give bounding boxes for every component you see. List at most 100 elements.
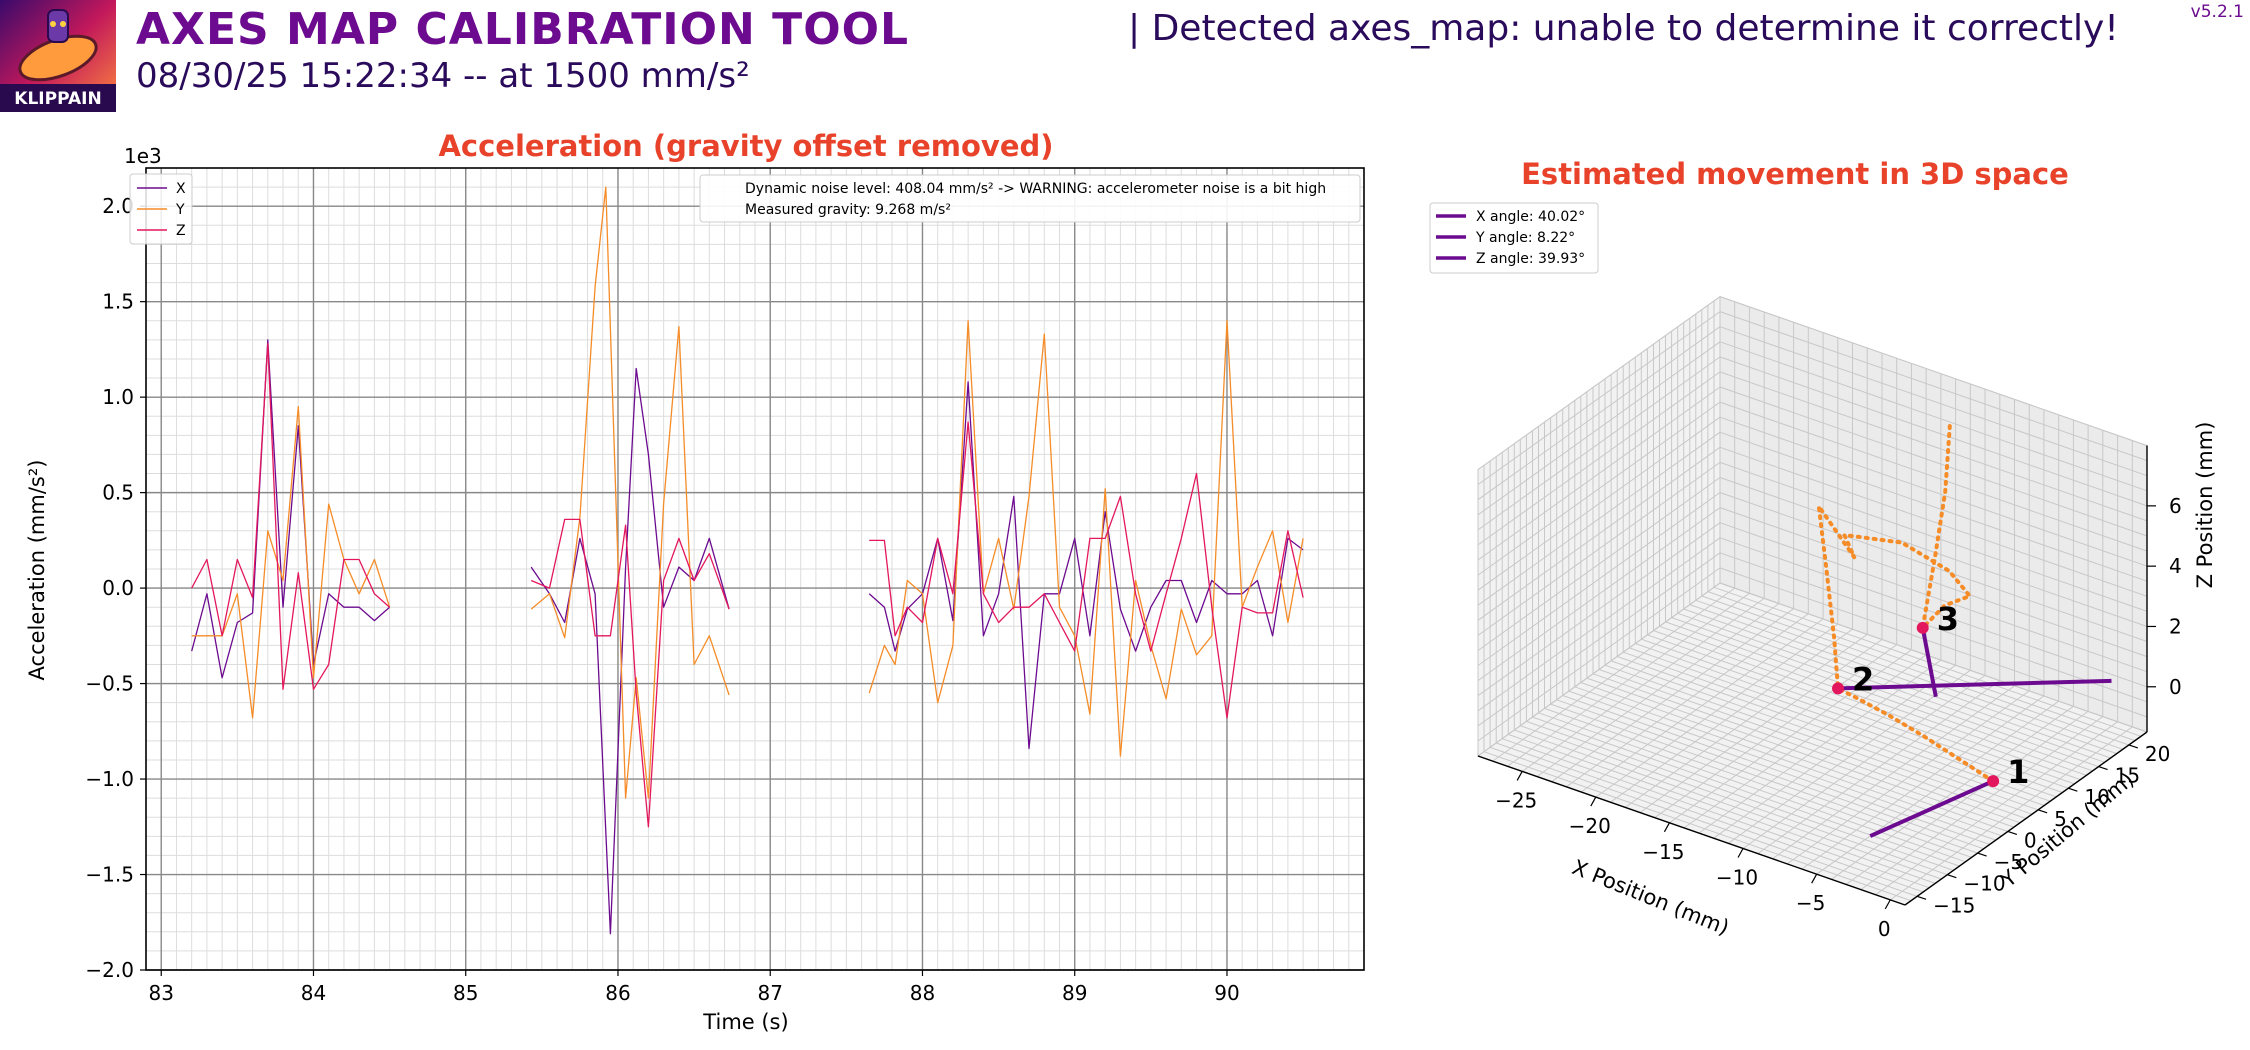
acc-y-tick-label: 2.0 — [102, 194, 134, 218]
3d-z-tick-label: 6 — [2169, 494, 2182, 518]
3d-point-1 — [1987, 775, 2000, 788]
3d-y-tick-label: 5 — [2054, 807, 2067, 831]
3d-floor-ygrid — [1653, 630, 2081, 781]
3d-floor-ygrid — [1635, 643, 2063, 793]
3d-y-tick-label: −15 — [1933, 893, 1975, 917]
acc-series-x-line — [191, 339, 391, 679]
acc-series-lines — [191, 186, 1304, 935]
3d-x-tick-mark — [1811, 873, 1818, 884]
3d-back-zgrid — [1719, 326, 2148, 477]
3d-point-3 — [1916, 621, 1929, 634]
klippain-logo: KLIPPAIN — [0, 0, 116, 112]
acc-y-label: Acceleration (mm/s²) — [25, 460, 49, 681]
legend-y-label: Y — [175, 202, 185, 218]
3d-left-zgrid — [1477, 371, 1721, 546]
3d-back-zgrid — [1719, 341, 2148, 492]
3d-floor-ygrid — [1538, 712, 1966, 863]
3d-left-zgrid — [1477, 296, 1721, 471]
acceleration-chart: Acceleration (gravity offset removed) 1e… — [25, 129, 1365, 1034]
3d-point-2 — [1832, 682, 1845, 695]
3d-floor-ygrid — [1683, 608, 2111, 759]
3d-floor-ygrid — [1568, 690, 1996, 841]
3d-left-zgrid — [1477, 386, 1721, 561]
3d-x-tick-label: 0 — [1878, 917, 1891, 941]
acc-x-tick-label: 89 — [1062, 981, 1087, 1005]
3d-y-tick-label: −5 — [1994, 850, 2023, 874]
3d-x-tick-label: −5 — [1796, 891, 1825, 915]
3d-y-tick-mark — [2128, 744, 2139, 749]
3d-floor-ygrid — [1520, 725, 1948, 876]
acc-x-tick-label: 84 — [301, 981, 326, 1005]
movement-legend: X angle: 40.02° Y angle: 8.22° Z angle: … — [1429, 202, 1599, 274]
3d-z-tick-label: 4 — [2169, 554, 2182, 578]
legend-x-angle-label: X angle: 40.02° — [1476, 209, 1585, 225]
3d-floor-ygrid — [1707, 591, 2136, 742]
3d-back-zgrid — [1719, 567, 2148, 718]
3d-axis-line — [1904, 731, 2148, 906]
3d-back-zgrid — [1719, 522, 2148, 673]
3d-x-tick-label: −10 — [1716, 865, 1758, 889]
movement-x-label: X Position (mm) — [1569, 855, 1733, 940]
3d-left-zgrid — [1477, 341, 1721, 516]
acc-x-label: Time (s) — [702, 1010, 788, 1034]
3d-y-tick-label: 0 — [2024, 828, 2037, 852]
acc-y-scale: 1e3 — [124, 144, 162, 168]
3d-floor-ygrid — [1532, 716, 1960, 867]
3d-floor-ygrid — [1641, 638, 2069, 789]
3d-floor-ygrid — [1604, 664, 2033, 815]
page-title: AXES MAP CALIBRATION TOOL — [136, 4, 910, 55]
3d-y-tick-label: 15 — [2115, 764, 2140, 788]
acc-series-y-line — [530, 186, 730, 799]
3d-back-zgrid — [1719, 507, 2148, 658]
3d-floor-ygrid — [1483, 751, 1912, 902]
3d-y-tick-mark — [2068, 787, 2078, 792]
3d-left-zgrid — [1477, 461, 1721, 636]
3d-floor-ygrid — [1629, 647, 2057, 798]
3d-floor-ygrid — [1556, 699, 1984, 850]
3d-y-tick-mark — [2098, 766, 2108, 771]
3d-floor-ygrid — [1689, 604, 2117, 755]
3d-left-zgrid — [1477, 446, 1721, 621]
acc-y-tick-label: −1.5 — [85, 863, 134, 887]
gravity-annotation: Measured gravity: 9.268 m/s² — [745, 202, 951, 218]
3d-y-tick-label: −10 — [1963, 872, 2005, 896]
acc-y-tick-label: −2.0 — [85, 958, 134, 982]
acc-annotation-box: Dynamic noise level: 408.04 mm/s² -> WAR… — [699, 174, 1361, 223]
3d-back-zgrid — [1719, 401, 2148, 552]
3d-floor-ygrid — [1701, 595, 2129, 746]
3d-back-zgrid — [1719, 446, 2148, 597]
3d-point-label-3: 3 — [1937, 600, 1959, 638]
acc-y-tick-label: −1.0 — [85, 767, 134, 791]
acc-series-y-line — [191, 406, 391, 719]
3d-left-zgrid — [1477, 507, 1721, 682]
3d-direction-line-3 — [1920, 627, 1938, 698]
acc-series-z-line — [530, 518, 730, 828]
3d-z-tick-label: 0 — [2169, 675, 2182, 699]
3d-left-zgrid — [1477, 401, 1721, 576]
acc-x-tick-label: 88 — [910, 981, 935, 1005]
3d-back-zgrid — [1719, 477, 2148, 627]
3d-x-tick-mark — [1884, 899, 1891, 910]
3d-x-tick-label: −20 — [1569, 814, 1611, 838]
3d-x-tick-label: −25 — [1495, 788, 1537, 812]
acc-y-tick-label: 0.0 — [102, 576, 134, 600]
3d-back-zgrid — [1719, 296, 2148, 447]
3d-x-tick-mark — [1737, 848, 1744, 858]
3d-left-zgrid — [1477, 311, 1721, 486]
movement-3d-chart: Estimated movement in 3D space 1 2 3 −25 −2… — [1429, 157, 2217, 941]
3d-x-tick-mark — [1590, 796, 1597, 807]
3d-x-tick-label: −15 — [1642, 840, 1684, 864]
3d-floor-ygrid — [1526, 720, 1954, 871]
3d-floor-ygrid — [1544, 707, 1972, 858]
3d-back-zgrid — [1719, 311, 2148, 462]
3d-left-zgrid — [1477, 356, 1721, 531]
3d-left-zgrid — [1477, 326, 1721, 501]
3d-left-zgrid — [1477, 537, 1721, 712]
3d-floor-ygrid — [1617, 656, 2045, 806]
acc-x-tick-label: 86 — [605, 981, 630, 1005]
3d-direction-line-1 — [1869, 779, 1994, 838]
3d-floor-ygrid — [1514, 729, 1942, 880]
noise-annotation: Dynamic noise level: 408.04 mm/s² -> WAR… — [745, 181, 1326, 197]
